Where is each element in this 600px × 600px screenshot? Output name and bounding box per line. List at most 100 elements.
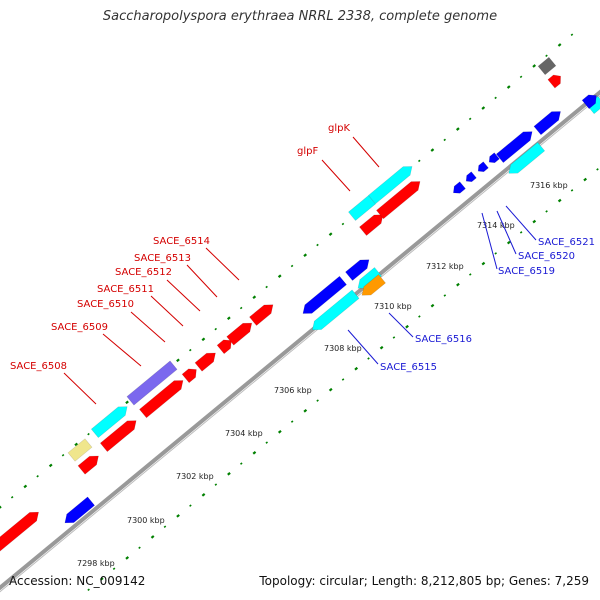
backbone-line bbox=[0, 89, 600, 591]
rail-tick bbox=[354, 366, 359, 371]
rail-tick bbox=[125, 400, 129, 405]
feature-cds[interactable] bbox=[194, 349, 219, 372]
rail-tick bbox=[519, 231, 523, 234]
feature-gene[interactable] bbox=[451, 181, 466, 197]
accession-text: Accession: NC_009142 bbox=[9, 574, 146, 588]
tick-label: 7304 kbp bbox=[225, 429, 263, 438]
gene-label-forward[interactable]: SACE_6512 bbox=[115, 267, 172, 278]
rail-tick bbox=[61, 453, 65, 457]
leader-line bbox=[150, 295, 184, 327]
gene-label-reverse[interactable]: SACE_6520 bbox=[518, 251, 575, 262]
gene-label-reverse[interactable]: SACE_6519 bbox=[498, 266, 555, 277]
leader-line bbox=[166, 279, 201, 312]
feature-grey[interactable] bbox=[537, 56, 557, 76]
feature-cds[interactable] bbox=[0, 508, 42, 553]
feature-cds[interactable] bbox=[376, 177, 423, 220]
rail-tick bbox=[87, 588, 90, 592]
gene-label-reverse[interactable]: SACE_6515 bbox=[380, 362, 437, 373]
rail-tick bbox=[277, 429, 282, 434]
rail-tick bbox=[201, 337, 206, 342]
feature-gene[interactable] bbox=[533, 107, 564, 136]
rail-tick bbox=[456, 282, 460, 287]
feature-rrna[interactable] bbox=[368, 162, 415, 205]
tick-label: 7312 kbp bbox=[426, 262, 464, 271]
rail-tick bbox=[189, 348, 192, 352]
rail-tick bbox=[265, 441, 269, 444]
rail-tick bbox=[583, 177, 588, 182]
rail-tick bbox=[341, 378, 345, 381]
rail-tick bbox=[99, 577, 104, 581]
feature-cds[interactable] bbox=[547, 72, 564, 89]
gene-label-forward[interactable]: SACE_6513 bbox=[134, 253, 191, 264]
feature-misc[interactable] bbox=[67, 438, 93, 462]
leader-line bbox=[481, 212, 498, 270]
rail-tick bbox=[417, 159, 421, 163]
gene-label-forward[interactable]: SACE_6508 bbox=[10, 361, 67, 372]
rail-tick bbox=[506, 240, 511, 245]
rail-tick bbox=[290, 264, 294, 268]
gene-label-reverse[interactable]: SACE_6521 bbox=[538, 237, 595, 248]
leader-line bbox=[388, 312, 414, 338]
rail-tick bbox=[405, 324, 409, 329]
feature-gene[interactable] bbox=[90, 402, 130, 439]
rail-tick bbox=[36, 474, 39, 478]
rail-tick bbox=[10, 495, 14, 499]
feature-cds[interactable] bbox=[359, 210, 386, 236]
rail-tick bbox=[316, 399, 319, 402]
feature-gene[interactable] bbox=[476, 161, 489, 175]
rail-tick bbox=[48, 463, 53, 468]
gene-label-forward[interactable]: SACE_6514 bbox=[153, 236, 210, 247]
rail-tick bbox=[532, 219, 537, 224]
gene-label-forward[interactable]: SACE_6511 bbox=[97, 284, 154, 295]
rail-tick bbox=[519, 75, 523, 79]
feature-gene[interactable] bbox=[487, 152, 500, 166]
gene-label-forward[interactable]: SACE_6509 bbox=[51, 322, 108, 333]
rail-tick bbox=[189, 504, 192, 507]
rail-tick bbox=[201, 493, 206, 497]
rail-tick bbox=[125, 556, 130, 560]
feature-orange[interactable] bbox=[358, 274, 386, 299]
feature-rrna[interactable] bbox=[354, 267, 382, 292]
rail-tick bbox=[214, 327, 218, 331]
rail-tick bbox=[570, 189, 574, 192]
rail-tick bbox=[176, 514, 180, 518]
gene-label-forward[interactable]: glpF bbox=[297, 146, 318, 157]
feature-cds[interactable] bbox=[77, 452, 102, 475]
feature-gene[interactable] bbox=[495, 127, 535, 164]
feature-cds[interactable] bbox=[181, 365, 200, 384]
tick-label: 7298 kbp bbox=[77, 559, 115, 568]
rail-tick bbox=[227, 472, 231, 476]
rail-tick bbox=[545, 54, 548, 58]
rail-tick bbox=[226, 316, 231, 321]
feature-cds[interactable] bbox=[249, 300, 276, 326]
tick-label: 7302 kbp bbox=[176, 472, 214, 481]
gene-label-forward[interactable]: glpK bbox=[328, 123, 350, 134]
rail-tick bbox=[214, 483, 218, 486]
rail-tick bbox=[303, 408, 308, 413]
rail-tick bbox=[468, 273, 472, 276]
feature-cds[interactable] bbox=[226, 319, 256, 346]
feature-gene[interactable] bbox=[581, 91, 600, 110]
gene-label-reverse[interactable]: SACE_6516 bbox=[415, 334, 472, 345]
feature-gene[interactable] bbox=[299, 275, 347, 318]
tick-label: 7316 kbp bbox=[530, 181, 568, 190]
feature-gene[interactable] bbox=[464, 171, 477, 185]
feature-rrna[interactable] bbox=[309, 289, 360, 334]
rail-tick bbox=[150, 535, 155, 539]
feature-gene[interactable] bbox=[61, 496, 96, 527]
rail-tick bbox=[468, 117, 472, 121]
feature-cds[interactable] bbox=[139, 376, 186, 419]
gene-label-forward[interactable]: SACE_6510 bbox=[77, 299, 134, 310]
feature-rrna[interactable] bbox=[505, 141, 546, 177]
feature-other[interactable] bbox=[126, 360, 178, 406]
tick-label: 7306 kbp bbox=[274, 386, 312, 395]
rail-tick bbox=[290, 420, 294, 423]
feature-cds[interactable] bbox=[99, 416, 139, 453]
feature-cds[interactable] bbox=[216, 336, 235, 355]
tick-label: 7300 kbp bbox=[127, 516, 165, 525]
feature-gene[interactable] bbox=[345, 255, 372, 281]
feature-rrna[interactable] bbox=[348, 195, 376, 221]
tick-label: 7308 kbp bbox=[324, 344, 362, 353]
topology-text: Topology: circular; Length: 8,212,805 bp… bbox=[259, 574, 589, 588]
